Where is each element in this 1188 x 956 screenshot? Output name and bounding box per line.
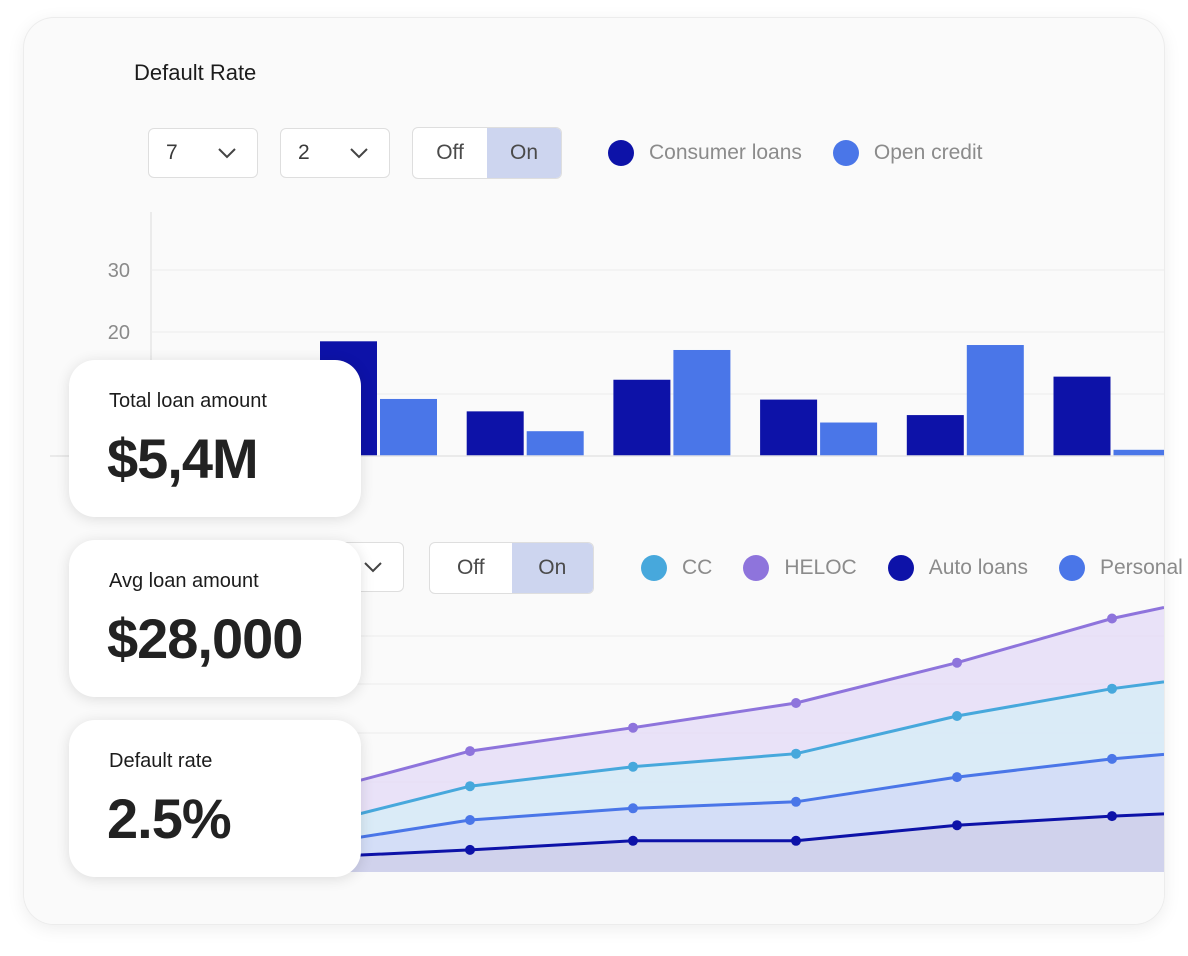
chevron-down-icon — [364, 562, 382, 573]
legend-label: HELOC — [784, 556, 857, 579]
select-1-value: 7 — [166, 141, 178, 164]
legend-item[interactable]: Open credit — [832, 140, 983, 166]
y-tick-label: 20 — [108, 322, 130, 344]
chevron-down-icon — [350, 148, 368, 159]
legend-item[interactable]: HELOC — [743, 555, 857, 581]
legend-item[interactable]: Consumer loans — [608, 140, 802, 166]
select-2[interactable]: 2 — [280, 128, 390, 178]
point-auto-loans — [465, 844, 475, 855]
point-cc — [1107, 683, 1117, 694]
bar-consumer-loans — [760, 399, 818, 456]
legend-label: Auto loans — [928, 556, 1028, 579]
legend-item[interactable]: Personal — [1058, 555, 1183, 581]
stat-value: $28,000 — [107, 607, 303, 670]
bar-open-credit — [380, 398, 437, 456]
stat-label: Default rate — [109, 750, 213, 772]
bar-legend: Consumer loans Open credit — [608, 140, 1013, 166]
stat-card-total-loan: Total loan amount $5,4M — [69, 360, 361, 517]
stat-value: 2.5% — [107, 787, 232, 850]
y-tick-label: 30 — [108, 260, 130, 282]
chart-title: Default Rate — [134, 60, 257, 85]
point-personal — [1107, 753, 1117, 764]
point-auto-loans — [628, 835, 638, 846]
point-heloc — [952, 657, 962, 668]
point-heloc — [628, 722, 638, 733]
point-heloc — [1107, 613, 1117, 624]
point-cc — [791, 748, 801, 759]
select-2-value: 2 — [298, 141, 310, 164]
point-heloc — [465, 746, 475, 757]
area-toggle[interactable]: Off On — [429, 542, 594, 594]
bar-consumer-loans — [466, 411, 524, 456]
point-cc — [628, 761, 638, 772]
point-personal — [628, 803, 638, 814]
bar-toggle[interactable]: Off On — [412, 127, 562, 179]
toggle-off-option[interactable]: Off — [436, 141, 464, 164]
stat-card-default-rate: Default rate 2.5% — [69, 720, 361, 877]
legend-label: CC — [682, 556, 713, 579]
bar-open-credit — [1113, 449, 1164, 456]
bar-open-credit — [526, 431, 584, 456]
area-legend: CC HELOC Auto loans Personal — [641, 555, 1188, 581]
select-1[interactable]: 7 — [148, 128, 258, 178]
legend-label: Personal — [1099, 556, 1183, 579]
legend-swatch — [743, 555, 770, 581]
stat-label: Total loan amount — [109, 390, 267, 412]
chevron-down-icon — [218, 148, 236, 159]
point-personal — [791, 796, 801, 807]
legend-swatch — [641, 555, 667, 581]
point-auto-loans — [791, 835, 801, 846]
legend-item[interactable]: Auto loans — [887, 555, 1028, 581]
bar-open-credit — [820, 422, 878, 456]
point-cc — [952, 711, 962, 721]
legend-label: Consumer loans — [649, 141, 802, 164]
legend-swatch — [608, 140, 634, 166]
stat-label: Avg loan amount — [109, 570, 259, 592]
point-auto-loans — [1107, 811, 1117, 822]
bar-consumer-loans — [906, 415, 964, 456]
toggle-off-option[interactable]: Off — [456, 556, 485, 579]
toggle-on-option[interactable]: On — [511, 543, 593, 593]
legend-swatch — [887, 555, 914, 581]
legend-swatch — [1058, 555, 1085, 581]
point-personal — [465, 815, 475, 825]
legend-swatch — [832, 140, 859, 166]
point-personal — [952, 772, 962, 783]
stat-card-avg-loan: Avg loan amount $28,000 — [69, 540, 361, 697]
point-auto-loans — [952, 820, 962, 831]
legend-label: Open credit — [873, 141, 983, 164]
bar-open-credit — [966, 345, 1024, 456]
bar-consumer-loans — [613, 379, 671, 456]
stat-value: $5,4M — [107, 427, 259, 490]
point-cc — [465, 781, 475, 792]
point-heloc — [791, 698, 801, 708]
bar-consumer-loans — [1053, 376, 1111, 456]
bar-open-credit — [673, 349, 731, 456]
legend-item[interactable]: CC — [641, 555, 712, 581]
toggle-on-option[interactable]: On — [487, 128, 561, 178]
area-auto-loans — [308, 813, 1164, 872]
